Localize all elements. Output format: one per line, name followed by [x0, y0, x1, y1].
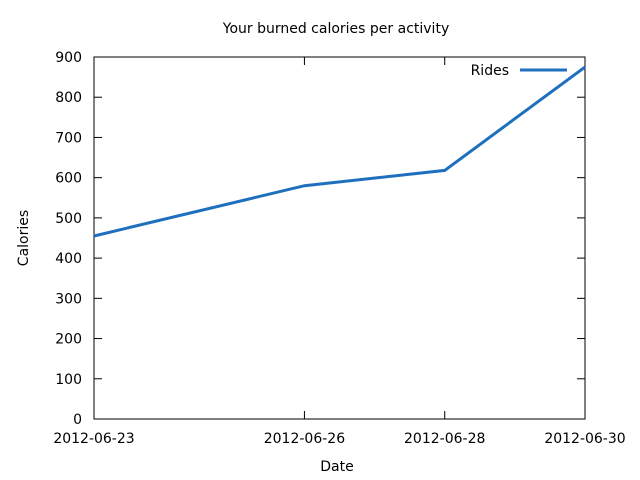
plot-area-border [93, 56, 586, 420]
y-tick-label: 600 [55, 171, 82, 187]
x-tick-label: 2012-06-23 [53, 431, 134, 447]
x-axis: 2012-06-23 2012-06-26 2012-06-28 2012-06-30 [53, 57, 626, 447]
chart-title: Your burned calories per activity [222, 21, 449, 37]
y-tick-label: 0 [73, 412, 82, 428]
y-tick-label: 300 [55, 291, 82, 307]
y-tick-label: 700 [55, 130, 82, 146]
y-tick-label: 100 [55, 372, 82, 388]
x-tick-label: 2012-06-28 [404, 431, 485, 447]
y-tick-label: 900 [55, 50, 82, 66]
x-axis-label: Date [320, 459, 353, 475]
legend: Rides [471, 63, 567, 79]
legend-label: Rides [471, 63, 509, 79]
y-tick-label: 200 [55, 332, 82, 348]
y-tick-label: 400 [55, 251, 82, 267]
x-tick-label: 2012-06-30 [544, 431, 625, 447]
y-tick-label: 500 [55, 211, 82, 227]
series-line-rides [93, 65, 586, 238]
series-layer [93, 65, 586, 238]
y-axis-label: Calories [16, 210, 32, 266]
y-tick-label: 800 [55, 90, 82, 106]
x-tick-label: 2012-06-26 [264, 431, 345, 447]
y-axis: 0 100 200 300 400 500 600 700 800 900 [55, 50, 585, 428]
